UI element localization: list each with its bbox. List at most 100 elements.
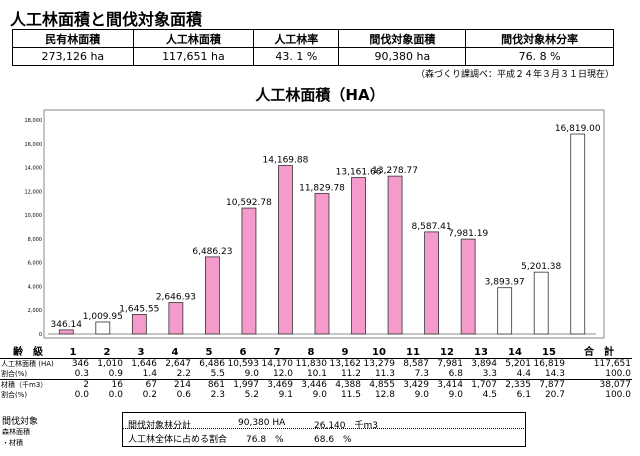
y-tick-label: 18,000 (25, 118, 43, 124)
table-cell: 合 計 (566, 348, 632, 359)
data-label: 13,278.77 (372, 166, 418, 176)
bar (278, 165, 293, 335)
table-cell: 12 (430, 348, 464, 359)
table-cell: 3,469 (267, 380, 293, 390)
summary-value: 43. 1 % (253, 47, 340, 66)
table-cell: 4,855 (369, 380, 395, 390)
y-tick-label: 16,000 (25, 142, 43, 148)
summary-value: 76. 8 % (465, 47, 614, 66)
data-label: 5,201.38 (521, 262, 561, 272)
table-cell: 3,446 (301, 380, 327, 390)
table-cell: 0.0 (108, 390, 123, 400)
table-cell: 5.2 (244, 390, 259, 400)
table-cell: 38,077 (599, 380, 632, 390)
table-cell: 11 (396, 348, 430, 359)
table-cell: 861 (207, 380, 225, 390)
table-cell: 9.0 (226, 369, 260, 380)
bottom-row2-area: 76.8 % (246, 435, 284, 445)
table-cell: 11,830 (295, 359, 328, 369)
bar (424, 231, 440, 335)
bar (460, 238, 476, 335)
table-cell: 1,010 (97, 359, 123, 369)
table-cell: 11.2 (328, 369, 362, 380)
y-tick-label: 14,000 (25, 166, 43, 172)
y-tick-label: 0 (39, 332, 42, 338)
row-label: 齢 級 (0, 348, 56, 359)
table-row: 人工林面積 (HA) 346 1,010 1,646 2,647 6,486 10,593 1… (0, 359, 632, 370)
table-cell: 1,707 (471, 380, 497, 390)
y-tick-label: 4,000 (28, 284, 42, 290)
detail-table: 齢 級 1 2 3 4 5 6 7 8 9 10 11 12 13 14 15 合 計人工林面積 (HA) 346… (0, 348, 632, 400)
table-cell: 3,894 (471, 359, 497, 369)
table-cell: 8 (294, 348, 328, 359)
table-cell: 3.3 (464, 369, 498, 380)
table-cell: 1.4 (124, 369, 158, 380)
data-label: 6,486.23 (192, 247, 232, 257)
table-cell: 0.0 (74, 390, 89, 400)
bottom-label-2: 森林面積 (2, 428, 30, 436)
y-tick-label: 2,000 (28, 308, 42, 314)
table-cell: 7,981 (437, 359, 463, 369)
table-cell: 5.5 (192, 369, 226, 380)
table-cell: 100.0 (566, 369, 632, 380)
table-cell: 9 (328, 348, 362, 359)
bar-chart: 0 2,000 4,000 6,000 8,000 10,000 12,000 14,000 1… (25, 109, 605, 339)
table-cell: 20.7 (544, 390, 565, 400)
bar (168, 302, 184, 335)
bottom-row1-area: 90,380 HA (238, 418, 286, 428)
y-tick-label: 8,000 (28, 237, 42, 243)
table-cell: 0.3 (56, 369, 90, 380)
table-cell: 10,593 (227, 359, 260, 369)
table-cell: 5,201 (505, 359, 531, 369)
row-label: 人工林面積 (HA) (1, 360, 54, 368)
table-cell: 117,651 (593, 359, 631, 369)
table-cell: 10.1 (294, 369, 328, 380)
table-row: 割合(%) 0.3 0.9 1.4 2.2 5.5 9.0 12.0 10.1 11.2 11.3 7… (0, 369, 632, 380)
table-cell: 8,587 (403, 359, 429, 369)
y-tick-label: 12,000 (25, 189, 43, 195)
table-cell: 16 (111, 380, 123, 390)
table-cell: 4.4 (498, 369, 532, 380)
bottom-frame (122, 412, 526, 447)
bottom-summary: 間伐対象 森林面積 ・材積 間伐対象林分計 90,380 HA 26,140 千… (0, 412, 640, 456)
bottom-row1-label: 間伐対象林分計 (128, 421, 192, 431)
table-cell: 10 (362, 348, 396, 359)
table-cell: 2,335 (505, 380, 531, 390)
table-cell: 13,162 (329, 359, 362, 369)
table-cell: 9.0 (312, 390, 327, 400)
table-cell: 4,388 (335, 380, 361, 390)
row-label: 材積（千m3） (1, 381, 48, 389)
table-cell: 2 (83, 380, 89, 390)
bottom-row2-label: 人工林全体に占める割合 (128, 435, 228, 445)
table-cell: 5 (192, 348, 226, 359)
data-label: 1,645.55 (119, 304, 159, 314)
data-label: 1,009.95 (83, 312, 123, 322)
data-label: 2,646.93 (156, 293, 196, 303)
table-cell: 100.0 (605, 390, 631, 400)
bar (351, 177, 366, 335)
data-label: 14,169.88 (263, 156, 309, 166)
table-cell: 9.1 (278, 390, 293, 400)
row-label: 割合(%) (1, 391, 28, 399)
bottom-label-3: ・材積 (2, 439, 23, 447)
table-cell: 9.0 (448, 390, 463, 400)
table-cell: 7,877 (539, 380, 565, 390)
chart-frame (43, 109, 605, 339)
summary-table: 民有林面積 人工林面積 人工林率 間伐対象面積 間伐対象林分率 273,126 … (12, 29, 614, 66)
table-cell: 16,819 (533, 359, 566, 369)
summary-value: 273,126 ha (12, 47, 134, 66)
table-cell: 1,997 (233, 380, 259, 390)
table-header-row: 齢 級 1 2 3 4 5 6 7 8 9 10 11 12 13 14 15 合 計 (0, 348, 632, 359)
bar (533, 271, 549, 335)
table-cell: 4.5 (482, 390, 497, 400)
table-cell: 6 (226, 348, 260, 359)
table-cell: 7 (260, 348, 294, 359)
table-cell: 3,414 (437, 380, 463, 390)
bar (131, 314, 147, 335)
table-cell: 14,170 (261, 359, 294, 369)
table-cell: 3,429 (403, 380, 429, 390)
table-cell: 14 (498, 348, 532, 359)
table-cell: 2 (90, 348, 124, 359)
table-cell: 12.0 (260, 369, 294, 380)
table-cell: 12.8 (374, 390, 395, 400)
